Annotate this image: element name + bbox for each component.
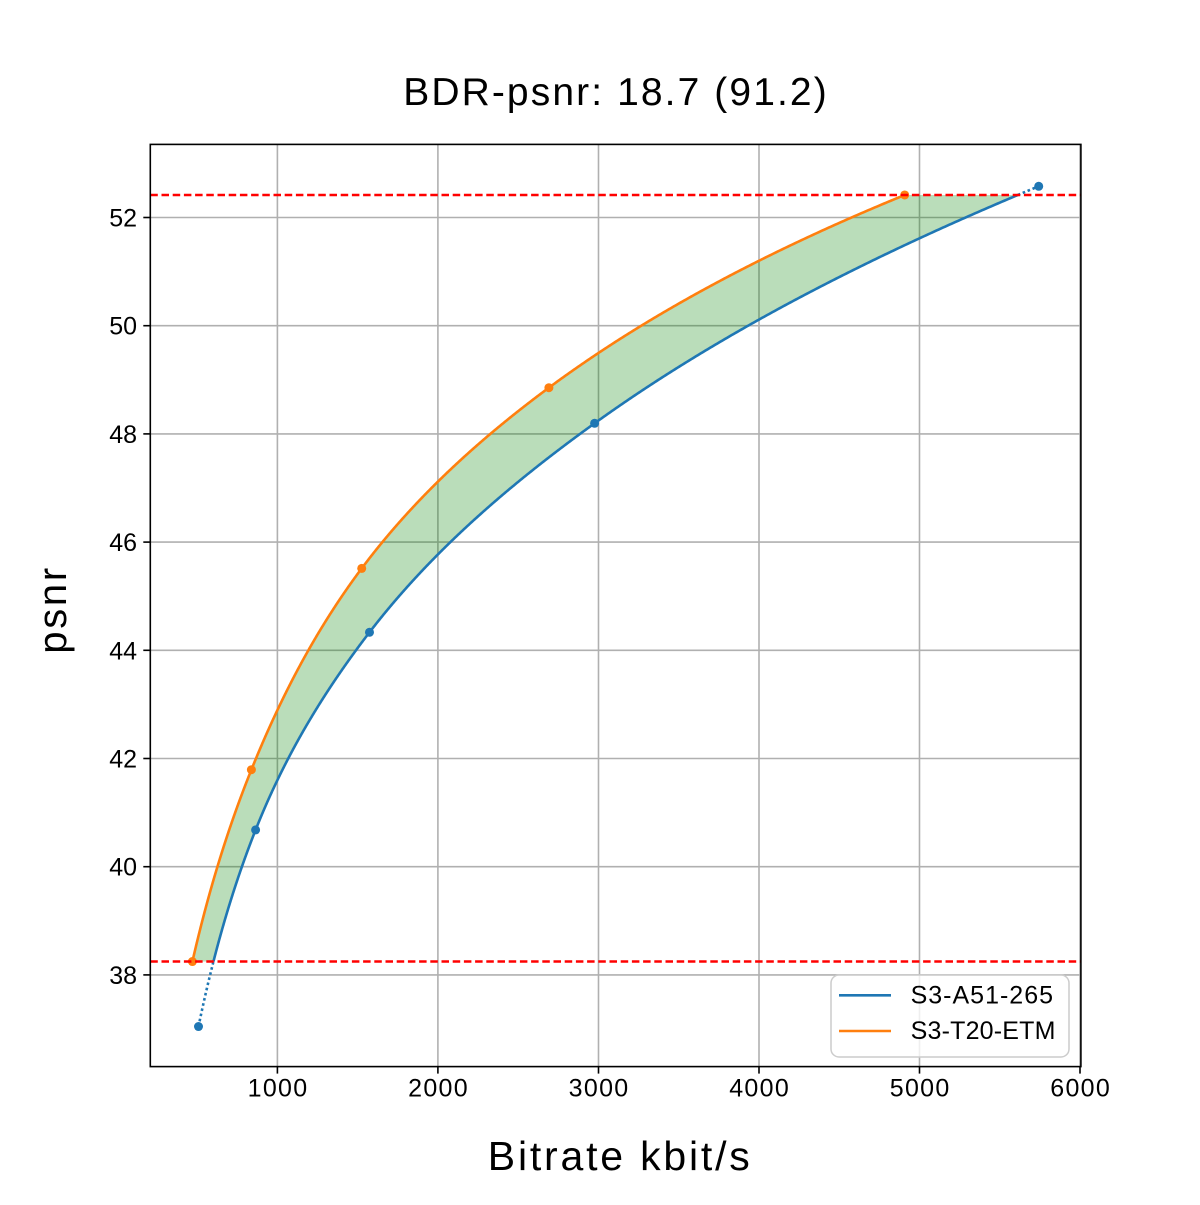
svg-text:44: 44 [109, 637, 137, 665]
svg-text:2000: 2000 [408, 1075, 469, 1103]
svg-text:6000: 6000 [1050, 1075, 1111, 1103]
svg-text:50: 50 [109, 313, 137, 341]
svg-text:5000: 5000 [890, 1075, 951, 1103]
svg-text:42: 42 [109, 746, 137, 774]
svg-text:BDR-psnr: 18.7 (91.2): BDR-psnr: 18.7 (91.2) [403, 71, 829, 114]
svg-text:46: 46 [109, 529, 137, 557]
svg-text:S3-A51-265: S3-A51-265 [911, 981, 1054, 1009]
svg-text:38: 38 [109, 962, 137, 990]
svg-text:52: 52 [109, 205, 137, 233]
svg-text:4000: 4000 [729, 1075, 790, 1103]
svg-text:48: 48 [109, 421, 137, 449]
svg-text:40: 40 [109, 854, 137, 882]
svg-text:1000: 1000 [248, 1075, 309, 1103]
svg-text:Bitrate kbit/s: Bitrate kbit/s [488, 1133, 753, 1179]
svg-text:S3-T20-ETM: S3-T20-ETM [911, 1017, 1056, 1045]
svg-text:psnr: psnr [31, 565, 75, 654]
svg-text:3000: 3000 [569, 1075, 630, 1103]
